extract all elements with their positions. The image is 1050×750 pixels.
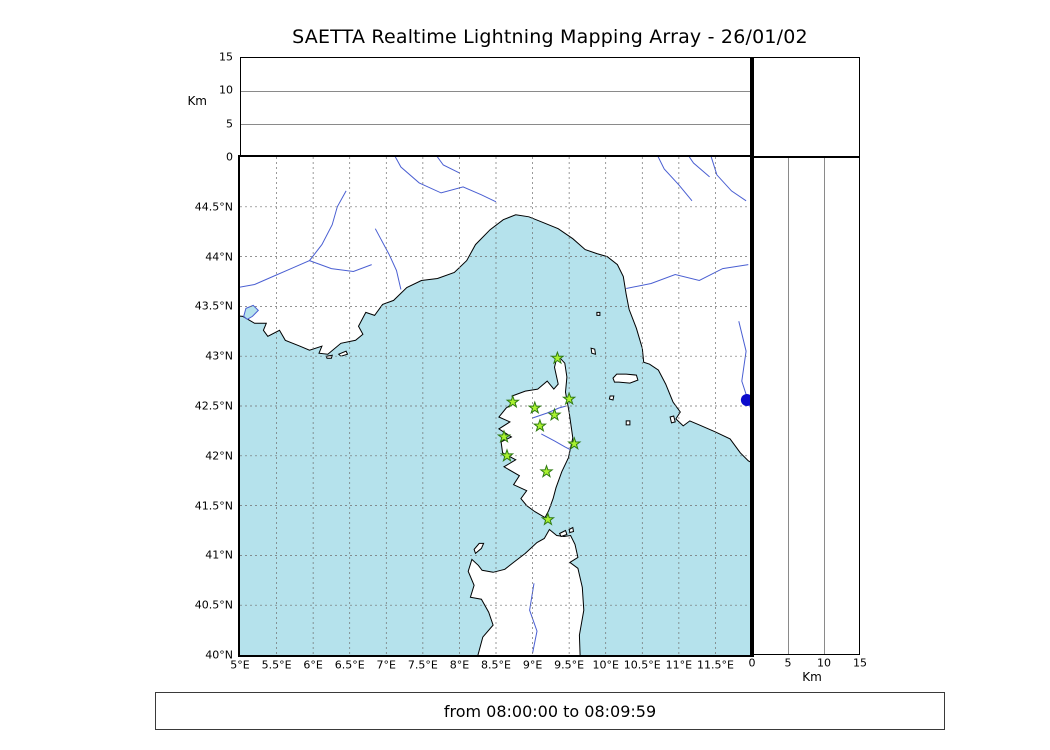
- landmass-coastline: [473, 542, 485, 555]
- panel-divider-line: [750, 57, 754, 655]
- river: [688, 157, 710, 178]
- lon-tick-label: 11.5°E: [696, 658, 734, 672]
- station-star-marker: [550, 350, 565, 365]
- lat-tick-label: 44.5°N: [194, 200, 233, 214]
- detection-dot: [740, 394, 752, 407]
- lon-tick-label: 9°E: [522, 658, 543, 672]
- altitude-axis-name: Km: [187, 94, 207, 108]
- landmass-coastline: [612, 373, 639, 384]
- map-panel: [238, 155, 754, 657]
- landmass-coastline: [590, 347, 597, 355]
- altitude-tick-label: 0: [226, 150, 233, 164]
- lat-tick-label: 40°N: [205, 648, 233, 662]
- lon-tick-label: 7°E: [376, 658, 397, 672]
- altitude-grid-line: [241, 123, 751, 125]
- lon-tick-label: 6°E: [303, 658, 323, 672]
- map-canvas: [240, 157, 752, 655]
- lagoon: [243, 304, 260, 320]
- altitude-tick-label: 5: [784, 656, 792, 670]
- landmass-coastline: [337, 350, 349, 357]
- lat-tick-label: 43°N: [205, 349, 233, 363]
- river: [626, 264, 749, 289]
- river: [532, 405, 567, 419]
- lat-tick-label: 40.5°N: [194, 598, 233, 612]
- landmass-coastline: [669, 415, 676, 424]
- station-star-marker: [499, 448, 515, 462]
- landmass-coastline: [568, 526, 575, 534]
- station-star-marker: [527, 400, 543, 415]
- station-star-marker: [539, 464, 554, 478]
- station-star-marker: [505, 394, 520, 409]
- landmass-coastline: [596, 311, 601, 316]
- altitude-grid-line: [241, 90, 751, 92]
- altitude-tick-label: 10: [817, 656, 831, 670]
- station-star-marker: [532, 418, 548, 433]
- altitude-tick-label: 0: [748, 656, 756, 670]
- landmass-coastline: [240, 157, 752, 464]
- status-bar: from 08:00:00 to 08:09:59: [155, 692, 945, 730]
- station-star-marker: [547, 407, 562, 422]
- lat-tick-label: 41.5°N: [194, 499, 233, 513]
- station-star-marker: [567, 436, 582, 450]
- landmass-coastline: [608, 395, 615, 401]
- landmass-coastline: [467, 528, 585, 655]
- river: [529, 583, 538, 654]
- altitude-tick-label: 10: [219, 83, 233, 97]
- lon-tick-label: 6.5°E: [334, 658, 365, 672]
- river: [309, 260, 372, 273]
- lon-tick-label: 9.5°E: [554, 658, 585, 672]
- lon-tick-label: 8.5°E: [481, 658, 511, 672]
- lat-tick-label: 42°N: [205, 449, 233, 463]
- lat-tick-label: 41°N: [205, 548, 233, 562]
- altitude-vs-latitude-panel: [752, 157, 860, 655]
- landmass-coastline: [558, 529, 568, 538]
- river: [394, 157, 497, 203]
- river: [710, 157, 747, 202]
- lon-tick-label: 7.5°E: [407, 658, 438, 672]
- altitude-histogram-panel: [752, 57, 860, 157]
- lon-tick-label: 8°E: [449, 658, 470, 672]
- status-text: from 08:00:00 to 08:09:59: [443, 701, 657, 721]
- altitude-tick-label: 15: [219, 50, 233, 64]
- altitude-tick-label: 15: [853, 656, 867, 670]
- station-star-marker: [540, 511, 556, 526]
- lon-tick-label: 5.5°E: [261, 658, 292, 672]
- river: [541, 433, 571, 451]
- landmass-coastline: [497, 354, 574, 519]
- lat-tick-label: 44°N: [205, 250, 233, 264]
- lon-tick-label: 10.5°E: [623, 658, 661, 672]
- river: [436, 157, 460, 174]
- river: [374, 228, 402, 290]
- station-star-marker: [561, 391, 577, 406]
- lat-tick-label: 43.5°N: [194, 299, 233, 313]
- landmass-coastline: [325, 354, 333, 359]
- lon-tick-label: 11°E: [665, 658, 693, 672]
- landmass-coastline: [625, 420, 631, 426]
- altitude-axis-name: Km: [802, 670, 822, 684]
- altitude-grid-line: [823, 158, 825, 654]
- lon-tick-label: 10°E: [592, 658, 619, 672]
- station-star-marker: [496, 429, 512, 443]
- river: [657, 157, 693, 202]
- page-title: SAETTA Realtime Lightning Mapping Array …: [292, 26, 808, 48]
- lon-tick-label: 5°E: [230, 658, 250, 672]
- altitude-tick-label: 5: [226, 117, 233, 131]
- altitude-grid-line: [788, 158, 790, 654]
- lat-tick-label: 42.5°N: [194, 399, 233, 413]
- altitude-vs-longitude-panel: [240, 57, 752, 157]
